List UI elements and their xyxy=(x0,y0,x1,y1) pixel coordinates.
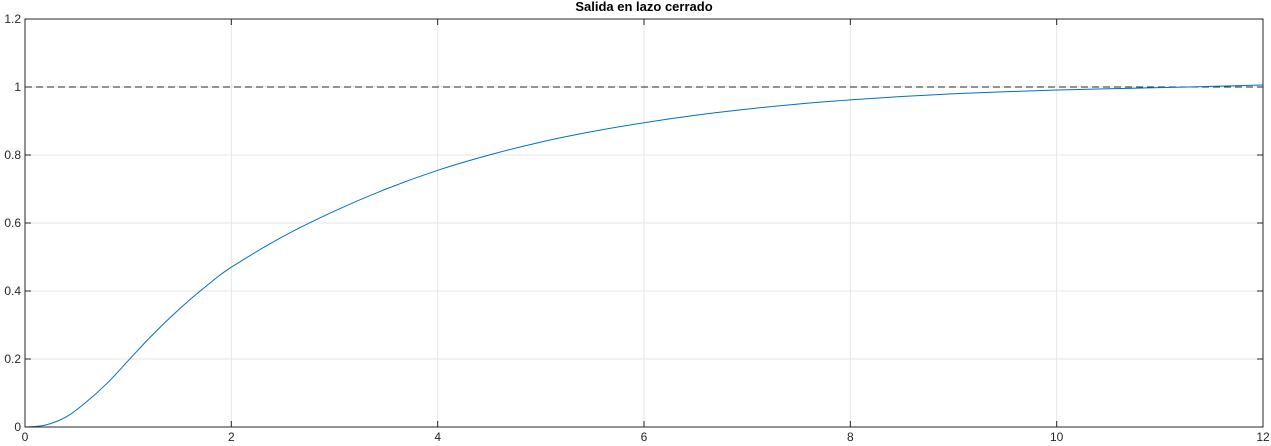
y-tick-label: 1 xyxy=(14,80,21,94)
x-tick-label: 8 xyxy=(847,430,854,444)
x-tick-label: 2 xyxy=(228,430,235,444)
y-tick-label: 0.2 xyxy=(4,352,21,366)
chart-title: Salida en lazo cerrado xyxy=(575,0,712,14)
y-tick-label: 0 xyxy=(14,420,21,434)
y-tick-label: 0.8 xyxy=(4,148,21,162)
x-tick-label: 6 xyxy=(641,430,648,444)
y-tick-label: 1.2 xyxy=(4,12,21,26)
x-tick-label: 10 xyxy=(1050,430,1064,444)
y-tick-label: 0.4 xyxy=(4,284,21,298)
x-tick-label: 0 xyxy=(22,430,29,444)
y-tick-label: 0.6 xyxy=(4,216,21,230)
x-tick-label: 12 xyxy=(1256,430,1270,444)
x-tick-label: 4 xyxy=(434,430,441,444)
